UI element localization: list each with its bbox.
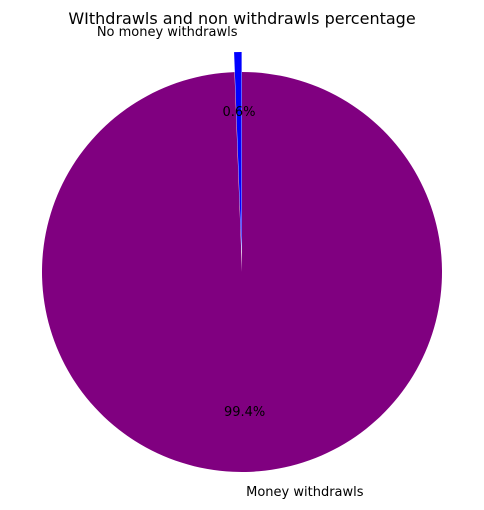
chart-title: WIthdrawls and non withdrawls percentage bbox=[68, 9, 415, 28]
slice-label: No money withdrawls bbox=[97, 25, 238, 40]
slice-percent-label: 99.4% bbox=[224, 405, 265, 420]
slice-percent-label: 0.6% bbox=[222, 105, 255, 120]
pie-slices bbox=[42, 52, 443, 472]
pie-labels: No money withdrawls 0.6% Money withdrawls 9… bbox=[97, 25, 364, 500]
pie-slice-money-withdrawls bbox=[42, 72, 443, 472]
slice-label: Money withdrawls bbox=[246, 485, 364, 500]
pie-slice-no-money-withdrawls bbox=[234, 52, 242, 253]
